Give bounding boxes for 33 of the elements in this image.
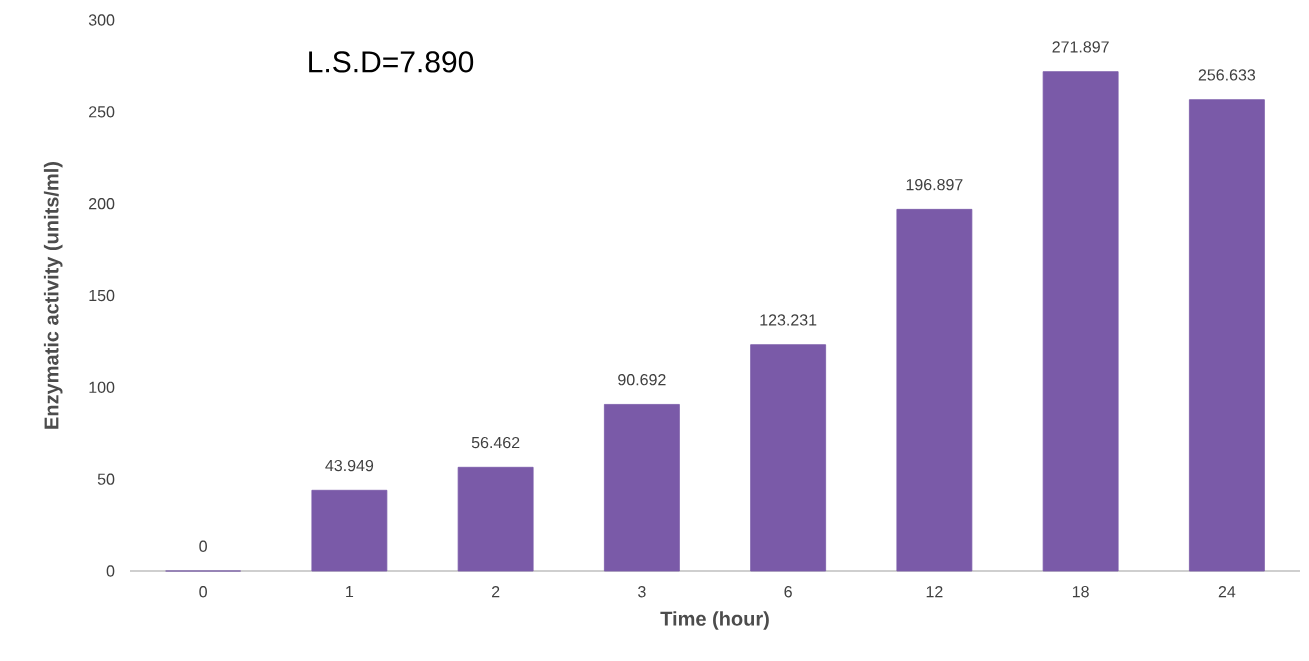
x-tick-label: 2 — [492, 586, 500, 598]
y-tick-label: 150 — [89, 289, 115, 302]
y-tick-label: 250 — [89, 106, 115, 118]
data-label: 271.897 — [1052, 41, 1109, 53]
x-tick-label: 0 — [199, 586, 207, 598]
y-axis-title: Enzymatic activity (units/ml) — [43, 162, 63, 429]
y-tick-label: 0 — [106, 565, 115, 577]
y-tick-label: 50 — [97, 473, 115, 485]
data-label: 56.462 — [471, 436, 520, 449]
data-label: 123.231 — [760, 314, 817, 326]
data-label: 196.897 — [906, 178, 963, 191]
data-label: 90.692 — [618, 374, 666, 386]
bar — [457, 466, 534, 572]
data-label: 43.949 — [325, 459, 374, 472]
y-tick-label: 100 — [89, 381, 115, 393]
y-tick-label: 200 — [89, 198, 115, 210]
y-tick-label: 300 — [88, 14, 115, 26]
x-tick-label: 18 — [1072, 586, 1089, 598]
x-tick-label: 12 — [926, 586, 943, 598]
bar — [750, 344, 827, 572]
x-tick-label: 24 — [1218, 586, 1236, 598]
x-tick-label: 3 — [638, 586, 646, 598]
bar — [603, 404, 680, 572]
x-axis-title: Time (hour) — [660, 611, 769, 630]
bar — [1042, 71, 1119, 572]
x-tick-label: 6 — [784, 586, 792, 598]
bar — [311, 489, 388, 572]
annotation: L.S.D=7.890 — [309, 51, 474, 73]
x-tick-label: 1 — [346, 586, 354, 598]
bar — [1188, 99, 1265, 572]
data-label: 256.633 — [1198, 69, 1256, 81]
data-label: 0 — [199, 540, 207, 552]
bar — [896, 208, 973, 572]
